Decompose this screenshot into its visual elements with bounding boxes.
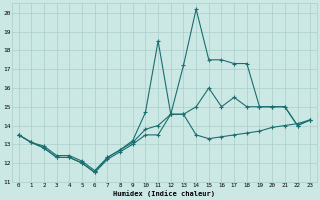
- X-axis label: Humidex (Indice chaleur): Humidex (Indice chaleur): [114, 190, 215, 197]
